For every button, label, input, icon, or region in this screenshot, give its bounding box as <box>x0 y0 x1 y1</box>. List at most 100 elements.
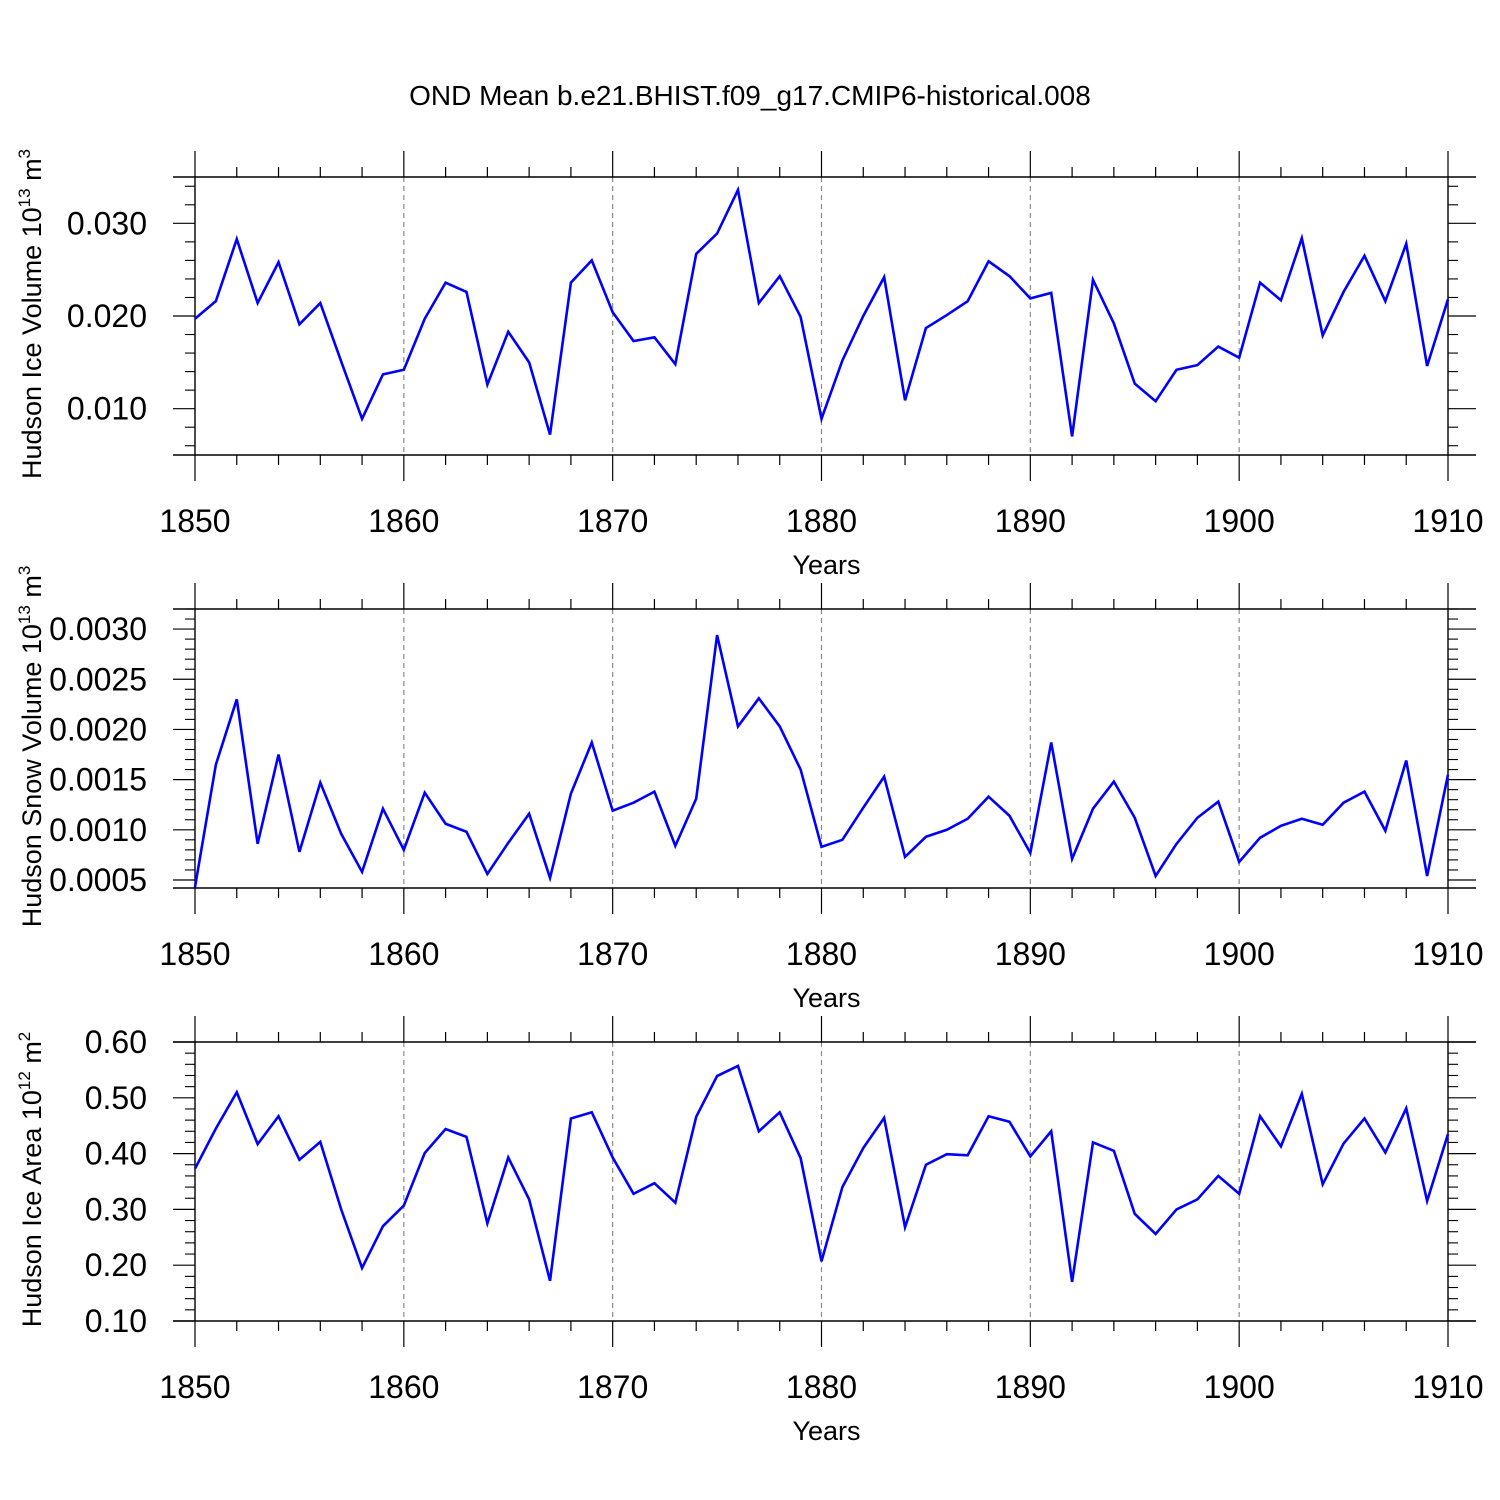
data-point <box>778 725 781 728</box>
x-tick-label: 1850 <box>159 936 230 972</box>
data-point <box>883 276 886 279</box>
data-point <box>194 1167 197 1170</box>
data-point <box>465 830 468 833</box>
data-point <box>1405 242 1408 245</box>
y-axis-label-exponent: 13 <box>15 188 34 207</box>
data-point <box>1321 1183 1324 1186</box>
data-point <box>570 792 573 795</box>
x-tick-label: 1880 <box>786 503 857 539</box>
series-line-1 <box>193 634 1450 888</box>
data-point <box>632 340 635 343</box>
data-point <box>674 1201 677 1204</box>
data-point <box>1405 1107 1408 1110</box>
data-point <box>883 775 886 778</box>
chart-panel-3: 1850 1860 1870 1880 1890 1900 1910 0.10 0.20 0.30… <box>15 1016 1484 1446</box>
data-point <box>1029 852 1032 855</box>
data-point <box>1113 1150 1116 1153</box>
data-point <box>486 1222 489 1225</box>
data-point <box>423 791 426 794</box>
data-point <box>319 302 322 305</box>
data-point <box>1447 298 1450 301</box>
data-point <box>507 1156 510 1159</box>
data-point <box>1092 1141 1095 1144</box>
x-tick-label: 1860 <box>368 503 439 539</box>
charts: 1850 1860 1870 1880 1890 1900 1910 0.010 0.020 0.… <box>15 149 1484 1446</box>
data-point <box>820 418 823 421</box>
data-point <box>716 1075 719 1078</box>
y-tick-label: 0.030 <box>67 205 147 241</box>
data-point <box>507 330 510 333</box>
data-point <box>256 843 259 846</box>
x-tick-label: 1900 <box>1204 936 1275 972</box>
y-axis-label-unit: m <box>17 1041 47 1071</box>
data-point <box>215 1127 218 1130</box>
data-point <box>194 886 197 889</box>
x-tick-label: 1890 <box>995 1369 1066 1405</box>
data-point <box>277 261 280 264</box>
y-axis-label: Hudson Ice Volume 1013 m3 <box>15 149 47 479</box>
data-point <box>1092 279 1095 282</box>
data-point <box>298 851 301 854</box>
data-point <box>423 1152 426 1155</box>
data-point <box>361 418 364 421</box>
data-point <box>820 1260 823 1263</box>
data-point <box>235 1091 238 1094</box>
chart-panel-2: 1850 1860 1870 1880 1890 1900 1910 0.0005 0.0010… <box>15 566 1484 1013</box>
data-point <box>1196 1198 1199 1201</box>
x-tick-label: 1900 <box>1204 503 1275 539</box>
data-point <box>1384 1151 1387 1154</box>
data-point <box>1133 816 1136 819</box>
data-point <box>1259 837 1262 840</box>
data-point <box>904 399 907 402</box>
y-axis-label: Hudson Ice Area 1012 m2 <box>15 1032 47 1328</box>
data-point <box>486 383 489 386</box>
data-point <box>758 697 761 700</box>
data-point <box>799 1157 802 1160</box>
data-point <box>1071 435 1074 438</box>
data-point <box>695 797 698 800</box>
data-point <box>1384 829 1387 832</box>
x-tick-label: 1910 <box>1412 503 1483 539</box>
data-point <box>1133 382 1136 385</box>
data-point <box>1175 843 1178 846</box>
data-point <box>966 1154 969 1157</box>
data-point <box>1113 780 1116 783</box>
data-point <box>1008 1120 1011 1123</box>
data-point <box>1217 345 1220 348</box>
data-point <box>590 259 593 262</box>
data-point <box>1447 1133 1450 1136</box>
data-point <box>862 315 865 318</box>
data-point <box>1384 300 1387 303</box>
data-point <box>1154 400 1157 403</box>
y-tick-label: 0.0030 <box>49 611 147 647</box>
data-point <box>444 1128 447 1131</box>
y-axis-label-unit: m <box>17 158 47 188</box>
data-point <box>987 1115 990 1118</box>
data-point <box>925 1163 928 1166</box>
data-point <box>1071 1281 1074 1284</box>
data-point <box>1280 1145 1283 1148</box>
data-point <box>1301 1093 1304 1096</box>
data-point <box>1426 1200 1429 1203</box>
x-tick-label: 1890 <box>995 503 1066 539</box>
data-point <box>1280 299 1283 302</box>
data-point <box>674 363 677 366</box>
data-point <box>590 1111 593 1114</box>
data-point <box>841 839 844 842</box>
data-point <box>966 817 969 820</box>
data-point <box>966 300 969 303</box>
y-tick-label: 0.30 <box>85 1191 147 1227</box>
data-point <box>883 1117 886 1120</box>
x-tick-label: 1860 <box>368 936 439 972</box>
x-tick-label: 1890 <box>995 936 1066 972</box>
data-point <box>361 1267 364 1270</box>
data-point <box>340 833 343 836</box>
data-point <box>235 698 238 701</box>
data-point <box>1050 292 1053 295</box>
data-point <box>1113 322 1116 325</box>
y-tick-label: 0.0010 <box>49 812 147 848</box>
data-point <box>319 781 322 784</box>
x-axis-label: Years <box>792 1416 860 1446</box>
data-point <box>653 336 656 339</box>
